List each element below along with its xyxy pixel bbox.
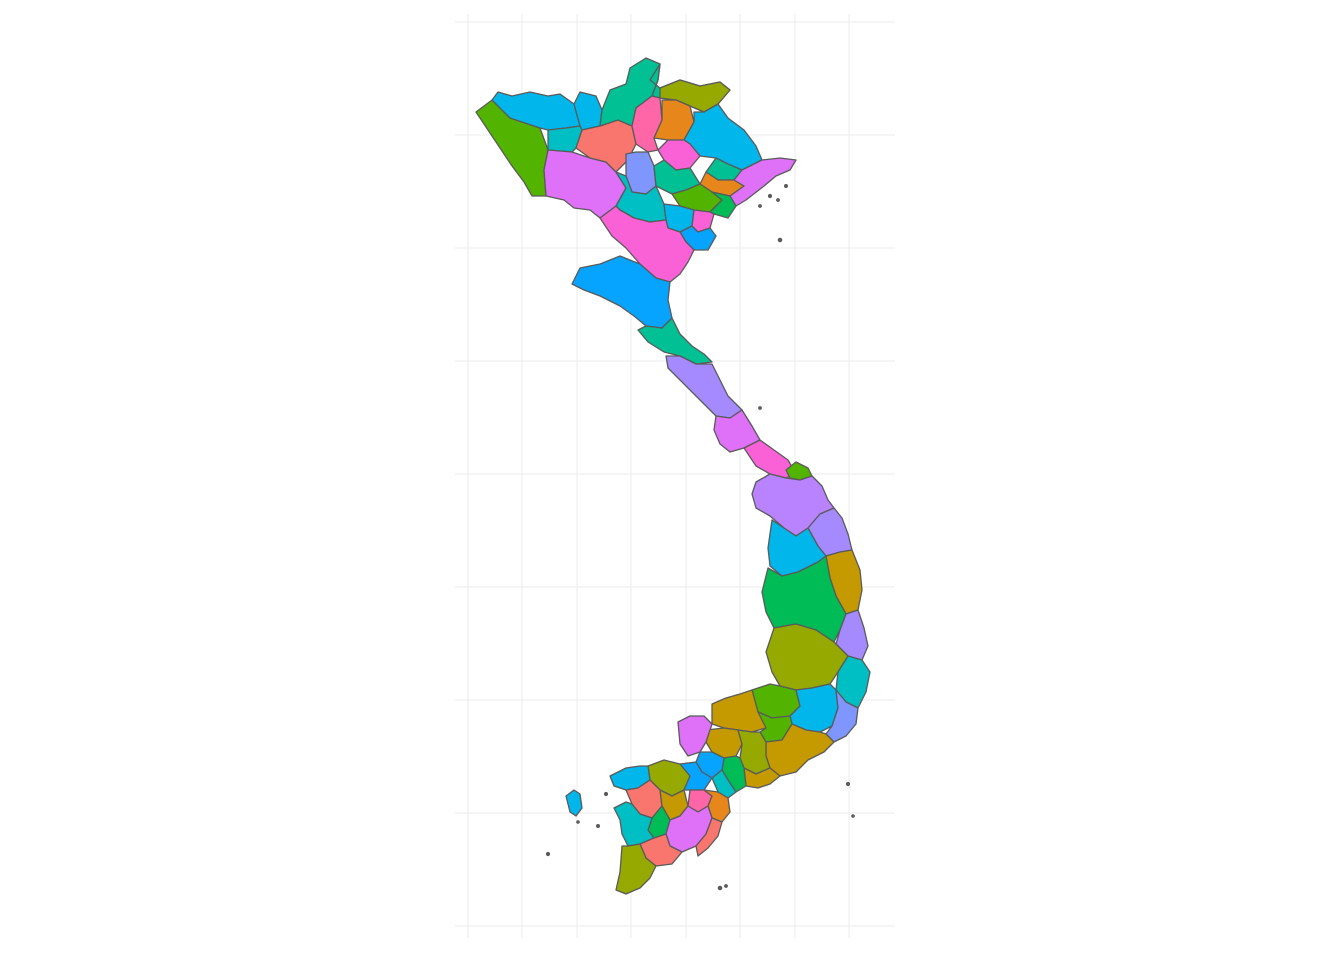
island xyxy=(724,884,728,888)
province xyxy=(729,157,797,207)
province xyxy=(677,715,713,757)
province xyxy=(665,355,743,419)
province xyxy=(789,683,839,733)
province xyxy=(631,95,663,153)
province xyxy=(565,789,583,817)
island xyxy=(767,193,773,199)
province xyxy=(599,205,695,283)
island xyxy=(758,406,762,410)
island xyxy=(776,198,780,202)
island xyxy=(851,814,855,818)
island xyxy=(845,781,851,787)
island xyxy=(603,791,609,797)
province xyxy=(695,817,723,857)
island xyxy=(784,184,788,188)
province xyxy=(743,767,781,789)
province xyxy=(825,689,859,743)
island xyxy=(758,204,762,208)
province xyxy=(613,801,655,847)
province xyxy=(709,191,737,219)
island xyxy=(545,851,551,857)
province xyxy=(637,317,713,365)
island xyxy=(717,885,723,891)
island xyxy=(596,824,600,828)
island xyxy=(777,237,783,243)
island xyxy=(576,820,580,824)
islands xyxy=(545,184,855,891)
provinces xyxy=(475,57,871,895)
province xyxy=(615,843,657,895)
